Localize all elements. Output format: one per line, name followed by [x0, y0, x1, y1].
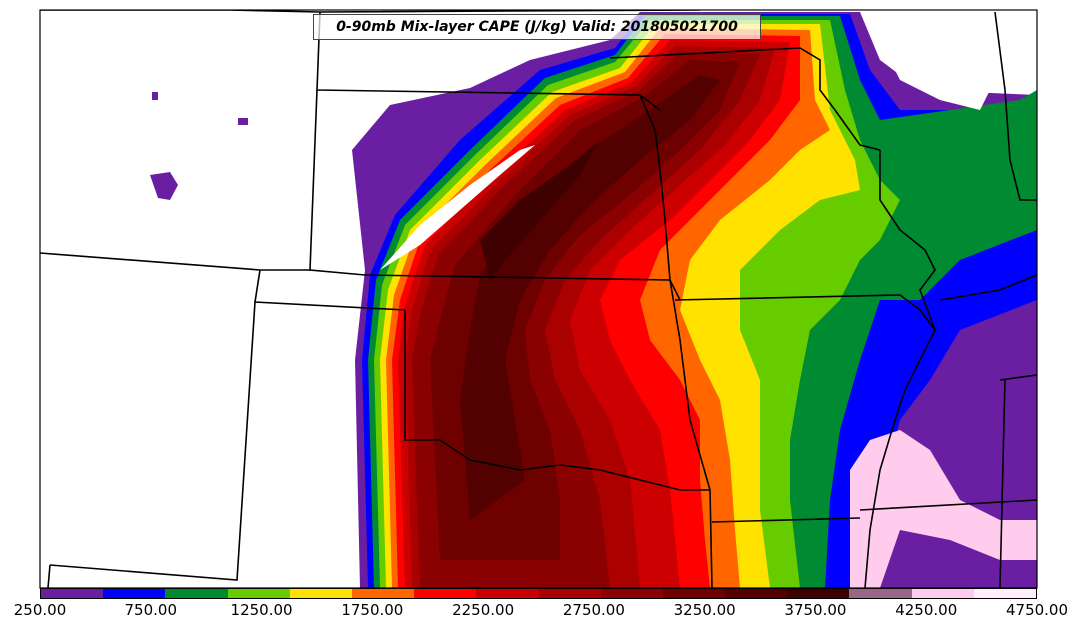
boundary-arkansas-north	[711, 517, 861, 523]
cape-gap-nw-lobe	[380, 145, 535, 270]
cape-field	[150, 12, 1037, 588]
colorbar-segment	[787, 589, 850, 598]
colorbar-segment	[165, 589, 228, 598]
boundary-texas-ok	[47, 564, 51, 588]
boundary-northern-line	[40, 10, 701, 13]
boundary-illinois	[864, 329, 936, 588]
colorbar-tick-label: 1250.00	[230, 601, 293, 619]
boundary-east-se-2	[999, 379, 1006, 588]
colorbar-segment	[911, 589, 974, 598]
boundary-indiana	[994, 11, 1037, 201]
cape-cell-west-3	[152, 92, 158, 100]
colorbar-segment	[538, 589, 601, 598]
boundary-iowa-east	[879, 150, 936, 331]
cape-east-patch-2	[880, 530, 1037, 588]
cape-band-4750	[460, 75, 720, 520]
colorbar-segment	[600, 589, 663, 598]
colorbar-segment	[41, 589, 104, 598]
state-boundaries	[40, 10, 1037, 588]
boundary-north-dakota-south	[316, 11, 661, 111]
boundary-colorado-south	[49, 301, 256, 581]
colorbar-tick-label: 2750.00	[562, 601, 625, 619]
cape-gap-ne	[880, 40, 990, 110]
colorbar-segment	[725, 589, 788, 598]
cape-cell-west-1	[150, 172, 178, 200]
colorbar-segment	[414, 589, 477, 598]
boundary-tennessee	[859, 499, 1037, 511]
map-title: 0-90mb Mix-layer CAPE (J/kg) Valid: 2018…	[313, 14, 761, 40]
boundary-missouri-river	[639, 94, 671, 281]
cape-cell-west-2	[238, 118, 248, 125]
colorbar-segment	[289, 589, 352, 598]
colorbar-tick-labels: 250.00 750.00 1250.00 1750.00 2250.00 2750.00…	[0, 601, 1081, 623]
colorbar	[40, 588, 1037, 599]
colorbar-segment	[662, 589, 726, 598]
colorbar-tick-label: 1750.00	[341, 601, 404, 619]
cape-core	[480, 140, 600, 280]
colorbar-tick-label: 3250.00	[673, 601, 736, 619]
colorbar-tick-label: 2250.00	[452, 601, 515, 619]
colorbar-segment	[351, 589, 415, 598]
boundary-missouri-west	[669, 279, 713, 588]
boundary-kentucky	[939, 274, 1037, 301]
boundary-iowa-north	[609, 47, 881, 151]
colorbar-tick-label: 4750.00	[1005, 601, 1069, 619]
colorbar-tick-label: 750.00	[124, 601, 178, 619]
colorbar-segment	[973, 589, 1036, 598]
boundary-east-se	[999, 374, 1037, 381]
colorbar-segment	[227, 589, 290, 598]
colorbar-tick-label: 4250.00	[895, 601, 958, 619]
colorbar-segment	[476, 589, 539, 598]
boundary-kansas-ok	[404, 310, 710, 491]
colorbar-segment	[103, 589, 166, 598]
colorbar-segment	[849, 589, 912, 598]
colorbar-tick-label: 3750.00	[784, 601, 847, 619]
colorbar-tick-label: 250.00	[13, 601, 67, 619]
boundary-missouri-north	[674, 294, 936, 331]
